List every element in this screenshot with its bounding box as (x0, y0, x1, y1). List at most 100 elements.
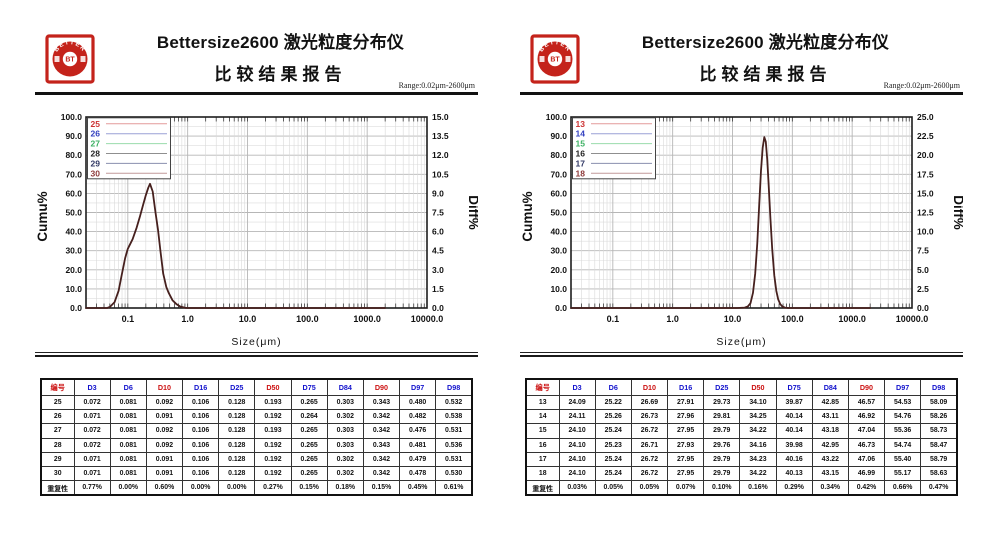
table-cell: 0.05% (630, 480, 669, 496)
table-cell: 0.342 (362, 423, 401, 439)
table-cell: 0.00% (218, 480, 256, 496)
row-label: 25 (40, 394, 75, 411)
row-label: 30 (40, 465, 75, 482)
table-cell: 0.343 (362, 394, 401, 411)
row-label: 13 (525, 394, 560, 411)
table-cell: 0.61% (435, 480, 473, 496)
table-cell: 27.91 (667, 394, 705, 411)
percentile-table: 编号 D3 D6 D10 D16 D25 D50 D75 D84 D90 D97 D98 13 24.09… (525, 378, 958, 497)
table-cell: 54.53 (884, 394, 922, 411)
table-cell: 27.95 (667, 465, 705, 482)
bettersize-logo: BETTER BT (45, 34, 95, 84)
table-cell: 58.47 (920, 437, 958, 453)
table-cell: 0.302 (326, 451, 364, 467)
table-cell: 40.13 (775, 465, 813, 482)
table-cell: 0.531 (435, 423, 473, 439)
row-label: 18 (525, 465, 560, 482)
table-row: 14 24.11 25.26 26.73 27.96 29.81 34.25 40.14 43.… (525, 409, 958, 425)
report-title-line2: 比较结果报告 (699, 65, 832, 84)
y-left-tick-label: 90.0 (65, 131, 82, 141)
table-cell: 0.091 (145, 409, 184, 425)
x-tick-label: 1.0 (181, 314, 194, 324)
y-left-tick-label: 70.0 (550, 169, 567, 179)
y-right-tick-label: 1.5 (432, 284, 444, 294)
y-right-tick-label: 10.0 (917, 227, 934, 237)
row-label: 17 (525, 451, 560, 467)
y-left-tick-label: 80.0 (550, 150, 567, 160)
column-header: D90 (847, 378, 886, 396)
chart-table-divider (520, 352, 963, 357)
legend-label: 29 (91, 158, 101, 168)
table-cell: 26.72 (630, 423, 669, 439)
table-cell: 27.93 (667, 437, 705, 453)
table-cell: 0.106 (182, 451, 220, 467)
bettersize-logo: BETTER BT (530, 34, 580, 84)
table-row: 30 0.071 0.081 0.091 0.106 0.128 0.192 0.265 0.3… (40, 465, 473, 482)
table-cell: 29.79 (703, 423, 741, 439)
table-cell: 0.03% (558, 480, 596, 496)
column-header: 编号 (525, 378, 560, 396)
y-right-tick-label: 13.5 (432, 131, 449, 141)
legend-label: 28 (91, 149, 101, 159)
table-cell: 26.72 (630, 451, 669, 467)
x-tick-label: 100.0 (296, 314, 319, 324)
y-right-tick-label: 25.0 (917, 112, 934, 122)
x-tick-label: 10000.0 (896, 314, 929, 324)
table-cell: 34.25 (739, 409, 777, 425)
y-left-tick-label: 0.0 (70, 303, 82, 313)
measure-range-note: Range:0.02μm-2600μm (398, 81, 475, 90)
y-left-tick-label: 50.0 (65, 208, 82, 218)
x-tick-label: 100.0 (781, 314, 804, 324)
table-cell: 0.531 (435, 451, 473, 467)
logo-center-text: BT (550, 57, 560, 64)
table-row: 17 24.10 25.24 26.72 27.95 29.79 34.23 40.16 43.… (525, 451, 958, 467)
y-right-tick-label: 7.5 (432, 208, 444, 218)
table-cell: 0.106 (182, 409, 220, 425)
table-cell: 43.22 (811, 451, 849, 467)
table-cell: 0.66% (884, 480, 922, 496)
row-label: 29 (40, 451, 75, 467)
table-row: 16 24.10 25.23 26.71 27.93 29.76 34.16 39.98 42.… (525, 437, 958, 453)
table-cell: 25.24 (594, 465, 632, 482)
y-right-tick-label: 4.5 (432, 246, 444, 256)
y-right-axis-title: Diff% (951, 195, 963, 230)
report-title-line2: 比较结果报告 (214, 65, 347, 84)
table-row: 27 0.072 0.081 0.092 0.106 0.128 0.193 0.265 0.3… (40, 423, 473, 439)
table-cell: 0.342 (362, 409, 401, 425)
table-cell: 47.06 (847, 451, 886, 467)
table-cell: 0.128 (218, 437, 256, 453)
table-cell: 55.36 (884, 423, 922, 439)
row-label: 26 (40, 409, 75, 425)
table-row: 28 0.072 0.081 0.092 0.106 0.128 0.192 0.265 0.3… (40, 437, 473, 453)
table-cell: 0.478 (399, 465, 437, 482)
percentile-table: 编号 D3 D6 D10 D16 D25 D50 D75 D84 D90 D97 D98 25 0.072… (40, 378, 473, 497)
header-divider (520, 92, 963, 95)
table-cell: 24.10 (558, 465, 596, 482)
table-cell: 0.071 (73, 409, 111, 425)
table-cell: 0.27% (254, 480, 292, 496)
y-right-tick-label: 15.0 (432, 112, 449, 122)
table-cell: 0.192 (254, 409, 292, 425)
table-cell: 40.14 (775, 409, 813, 425)
x-tick-label: 1000.0 (353, 314, 381, 324)
table-header-row: 编号 D3 D6 D10 D16 D25 D50 D75 D84 D90 D97 D98 (525, 378, 958, 396)
table-header-row: 编号 D3 D6 D10 D16 D25 D50 D75 D84 D90 D97 D98 (40, 378, 473, 396)
column-header: D25 (218, 378, 256, 396)
table-cell: 0.081 (109, 423, 147, 439)
y-right-tick-label: 6.0 (432, 227, 444, 237)
y-right-tick-label: 15.0 (917, 188, 934, 198)
table-cell: 24.10 (558, 437, 596, 453)
legend-label: 13 (576, 119, 586, 129)
y-left-tick-label: 20.0 (65, 265, 82, 275)
table-cell: 0.264 (290, 409, 328, 425)
table-cell: 0.07% (667, 480, 705, 496)
particle-size-comparison-chart: 100.0 90.0 80.0 70.0 60.0 50.0 40.0 30.0 20.0 10.… (35, 112, 478, 348)
table-cell: 0.536 (435, 437, 473, 453)
y-left-tick-label: 100.0 (546, 112, 568, 122)
y-left-axis-title: Cumu% (35, 191, 50, 241)
table-cell: 25.23 (594, 437, 632, 453)
table-cell: 43.18 (811, 423, 849, 439)
column-header: D50 (739, 378, 777, 396)
table-cell: 0.476 (399, 423, 437, 439)
report-panel-left: BETTER BT Bettersize2600 激光粒度分布仪 比较结果报告 … (35, 0, 478, 538)
